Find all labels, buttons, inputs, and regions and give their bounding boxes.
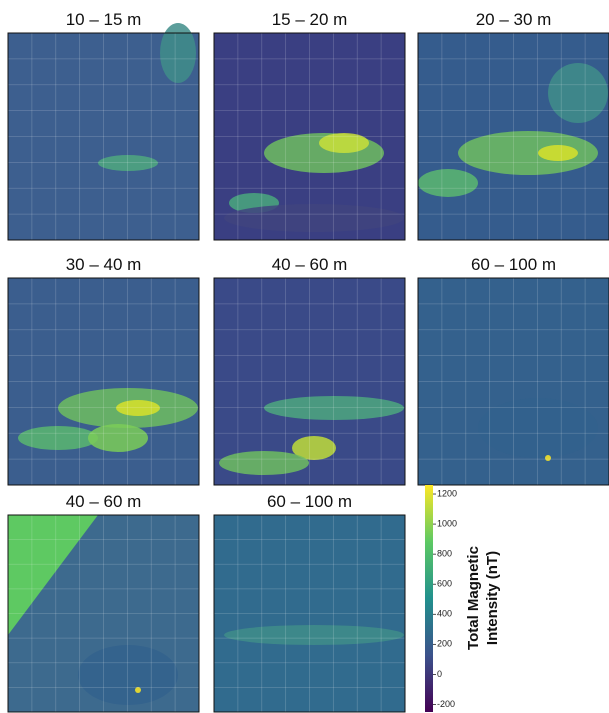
colorbar-tick-label: 1200	[437, 488, 457, 498]
map-panel	[7, 277, 200, 486]
map-feature	[224, 625, 404, 645]
map-frame	[213, 277, 406, 486]
map-frame	[7, 277, 200, 486]
map-frame	[417, 32, 609, 241]
colorbar-tick-label: -200	[437, 699, 455, 709]
map-feature	[8, 515, 98, 635]
map-feature	[88, 424, 148, 452]
map-feature	[538, 145, 578, 161]
map-feature	[458, 131, 598, 175]
map-frame	[417, 277, 609, 486]
panel-title: 30 – 40 m	[66, 255, 142, 274]
map-panel	[7, 514, 200, 713]
map-feature	[545, 455, 551, 461]
map-feature	[98, 155, 158, 171]
map-panel	[417, 277, 609, 486]
map-feature	[292, 436, 336, 460]
map-feature	[219, 451, 309, 475]
map-background	[214, 515, 405, 712]
panel-title: 60 – 100 m	[267, 492, 352, 511]
colorbar-label: Intensity (nT)	[484, 551, 501, 645]
map-feature	[264, 396, 404, 420]
colorbar-tick-label: 200	[437, 639, 452, 649]
colorbar-tick-label: 1000	[437, 518, 457, 528]
map-frame	[7, 514, 200, 713]
panel-title: 40 – 60 m	[272, 255, 348, 274]
panel-title: 60 – 100 m	[471, 255, 556, 274]
map-panel	[213, 32, 406, 241]
map-feature	[116, 400, 160, 416]
map-panel	[7, 23, 200, 241]
colorbar-tick-label: 0	[437, 669, 442, 679]
colorbar-tick-label: 600	[437, 579, 452, 589]
map-feature	[548, 63, 608, 123]
colorbar-tick-label: 400	[437, 609, 452, 619]
map-feature	[224, 204, 404, 232]
colorbar	[425, 485, 433, 712]
colorbar-tick-label: 800	[437, 549, 452, 559]
map-feature	[319, 133, 369, 153]
map-feature	[160, 23, 196, 83]
colorbar-label: Total Magnetic	[465, 546, 482, 650]
map-feature	[478, 398, 598, 458]
panel-title: 15 – 20 m	[272, 10, 348, 29]
map-frame	[213, 514, 406, 713]
panel-title: 10 – 15 m	[66, 10, 142, 29]
map-feature	[135, 687, 141, 693]
map-background	[8, 278, 199, 485]
map-panel	[213, 514, 406, 713]
map-frame	[213, 32, 406, 241]
map-feature	[78, 645, 178, 705]
map-panel	[417, 32, 609, 241]
map-feature	[18, 426, 98, 450]
map-feature	[418, 169, 478, 197]
map-frame	[7, 32, 200, 241]
panel-title: 40 – 60 m	[66, 492, 142, 511]
map-panel	[213, 277, 406, 486]
panel-title: 20 – 30 m	[476, 10, 552, 29]
